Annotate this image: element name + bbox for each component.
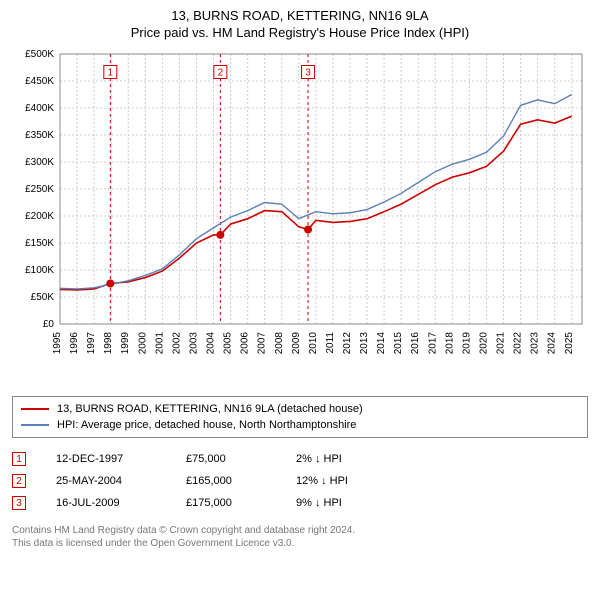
event-row: 1 12-DEC-1997 £75,000 2% ↓ HPI (12, 448, 588, 470)
svg-text:£300K: £300K (25, 157, 54, 168)
event-row: 2 25-MAY-2004 £165,000 12% ↓ HPI (12, 470, 588, 492)
svg-text:2000: 2000 (137, 332, 148, 355)
svg-text:1: 1 (108, 68, 114, 79)
svg-text:2003: 2003 (188, 332, 199, 355)
event-marker: 2 (12, 474, 26, 488)
svg-text:2: 2 (218, 68, 224, 79)
svg-text:2024: 2024 (547, 332, 558, 355)
events-table: 1 12-DEC-1997 £75,000 2% ↓ HPI 2 25-MAY-2004 £… (12, 448, 588, 514)
svg-text:£200K: £200K (25, 211, 54, 222)
svg-text:2016: 2016 (410, 332, 421, 355)
svg-text:2022: 2022 (513, 332, 524, 355)
title-block: 13, BURNS ROAD, KETTERING, NN16 9LA Pric… (12, 8, 588, 40)
event-marker: 1 (12, 452, 26, 466)
event-price: £175,000 (186, 497, 266, 509)
svg-text:1999: 1999 (120, 332, 131, 355)
svg-text:£350K: £350K (25, 130, 54, 141)
svg-text:£150K: £150K (25, 238, 54, 249)
svg-text:2007: 2007 (257, 332, 268, 355)
legend-swatch (21, 408, 49, 410)
svg-text:£400K: £400K (25, 103, 54, 114)
event-diff: 12% ↓ HPI (296, 475, 396, 487)
svg-text:2001: 2001 (154, 332, 165, 355)
svg-text:2017: 2017 (427, 332, 438, 355)
title-line2: Price paid vs. HM Land Registry's House … (12, 25, 588, 40)
event-row: 3 16-JUL-2009 £175,000 9% ↓ HPI (12, 492, 588, 514)
svg-text:2018: 2018 (444, 332, 455, 355)
event-price: £165,000 (186, 475, 266, 487)
svg-text:3: 3 (305, 68, 311, 79)
event-date: 12-DEC-1997 (56, 453, 156, 465)
event-price: £75,000 (186, 453, 266, 465)
chart-container: 13, BURNS ROAD, KETTERING, NN16 9LA Pric… (0, 0, 600, 558)
footnote-line1: Contains HM Land Registry data © Crown c… (12, 524, 588, 537)
svg-text:2009: 2009 (291, 332, 302, 355)
svg-text:1996: 1996 (69, 332, 80, 355)
title-line1: 13, BURNS ROAD, KETTERING, NN16 9LA (12, 8, 588, 23)
event-diff: 2% ↓ HPI (296, 453, 396, 465)
footnote: Contains HM Land Registry data © Crown c… (12, 524, 588, 550)
svg-text:1997: 1997 (86, 332, 97, 355)
svg-text:£500K: £500K (25, 49, 54, 60)
chart: £0 £50K £100K £150K £200K £250K £300K £350K £400… (12, 46, 588, 386)
svg-text:2002: 2002 (171, 332, 182, 355)
legend-row: 13, BURNS ROAD, KETTERING, NN16 9LA (det… (21, 401, 579, 417)
legend-swatch (21, 424, 49, 426)
svg-text:2004: 2004 (206, 332, 217, 355)
svg-text:£100K: £100K (25, 265, 54, 276)
legend: 13, BURNS ROAD, KETTERING, NN16 9LA (det… (12, 396, 588, 438)
svg-text:£0: £0 (43, 319, 55, 330)
svg-text:2005: 2005 (223, 332, 234, 355)
svg-text:2021: 2021 (496, 332, 507, 355)
svg-text:£50K: £50K (31, 292, 55, 303)
svg-text:2025: 2025 (564, 332, 575, 355)
legend-label: 13, BURNS ROAD, KETTERING, NN16 9LA (det… (57, 403, 363, 415)
event-date: 25-MAY-2004 (56, 475, 156, 487)
legend-label: HPI: Average price, detached house, Nort… (57, 419, 356, 431)
svg-text:1998: 1998 (103, 332, 114, 355)
svg-text:2012: 2012 (342, 332, 353, 355)
event-marker: 3 (12, 496, 26, 510)
svg-text:2013: 2013 (359, 332, 370, 355)
svg-text:2011: 2011 (325, 332, 336, 354)
svg-text:£450K: £450K (25, 76, 54, 87)
chart-svg: £0 £50K £100K £150K £200K £250K £300K £350K £400… (12, 46, 588, 386)
event-diff: 9% ↓ HPI (296, 497, 396, 509)
svg-text:2006: 2006 (240, 332, 251, 355)
svg-text:2015: 2015 (393, 332, 404, 355)
footnote-line2: This data is licensed under the Open Gov… (12, 537, 588, 550)
event-date: 16-JUL-2009 (56, 497, 156, 509)
svg-text:2020: 2020 (478, 332, 489, 355)
svg-text:2008: 2008 (274, 332, 285, 355)
svg-text:2023: 2023 (530, 332, 541, 355)
svg-text:1995: 1995 (52, 332, 63, 355)
svg-text:2010: 2010 (308, 332, 319, 355)
svg-text:2019: 2019 (461, 332, 472, 355)
svg-text:2014: 2014 (376, 332, 387, 355)
svg-text:£250K: £250K (25, 184, 54, 195)
legend-row: HPI: Average price, detached house, Nort… (21, 417, 579, 433)
